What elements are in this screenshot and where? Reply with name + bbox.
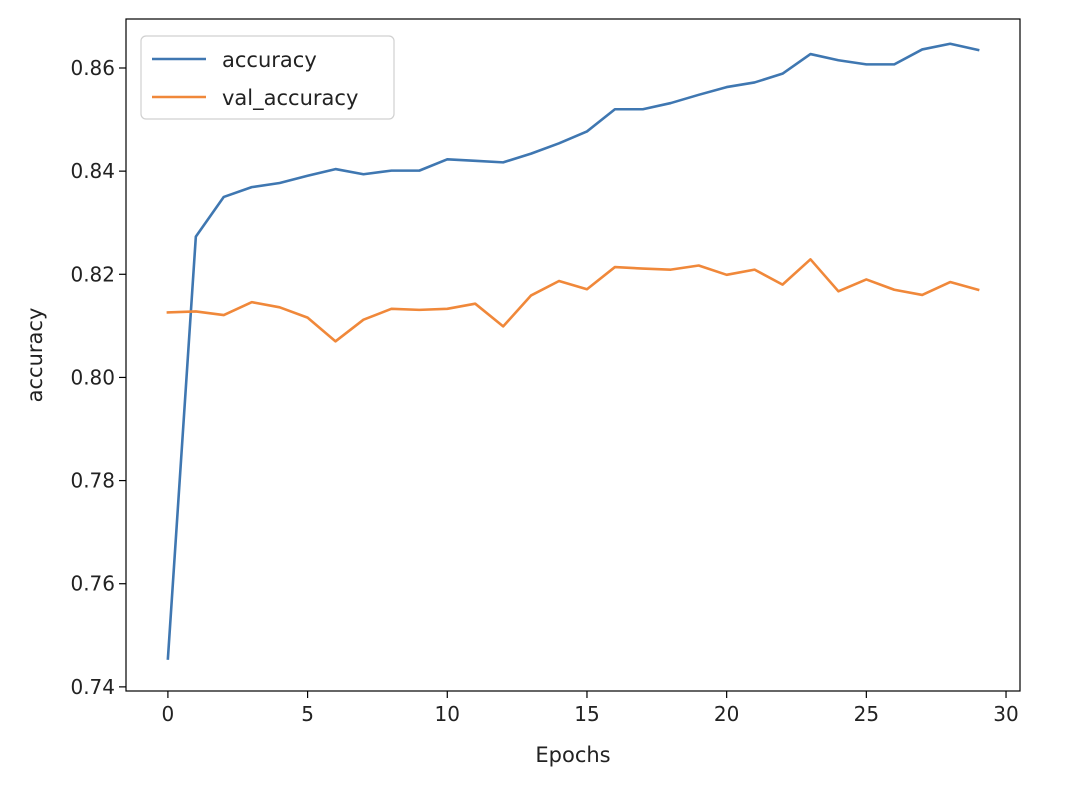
- y-tick-label: 0.84: [70, 159, 115, 183]
- y-tick-label: 0.82: [70, 262, 115, 286]
- y-tick-label: 0.76: [70, 572, 115, 596]
- x-tick-label: 25: [854, 702, 879, 726]
- x-tick-label: 20: [714, 702, 739, 726]
- y-tick-label: 0.78: [70, 469, 115, 493]
- y-tick-label: 0.74: [70, 675, 115, 699]
- legend: accuracy val_accuracy: [140, 35, 395, 120]
- series-line-val-accuracy: [166, 258, 980, 343]
- x-tick-label: 0: [162, 702, 175, 726]
- y-tick-label: 0.86: [70, 56, 115, 80]
- x-tick-label: 30: [993, 702, 1018, 726]
- legend-label-accuracy: accuracy: [222, 48, 317, 72]
- x-axis-label: Epochs: [535, 743, 610, 767]
- legend-label-val-accuracy: val_accuracy: [222, 86, 358, 111]
- series-line-accuracy: [166, 42, 980, 660]
- x-tick-label: 15: [574, 702, 599, 726]
- y-tick-label: 0.80: [70, 365, 115, 389]
- plot-frame: [125, 18, 1021, 692]
- x-tick-label: 5: [301, 702, 314, 726]
- x-tick-label: 10: [435, 702, 460, 726]
- y-axis-label: accuracy: [23, 308, 47, 403]
